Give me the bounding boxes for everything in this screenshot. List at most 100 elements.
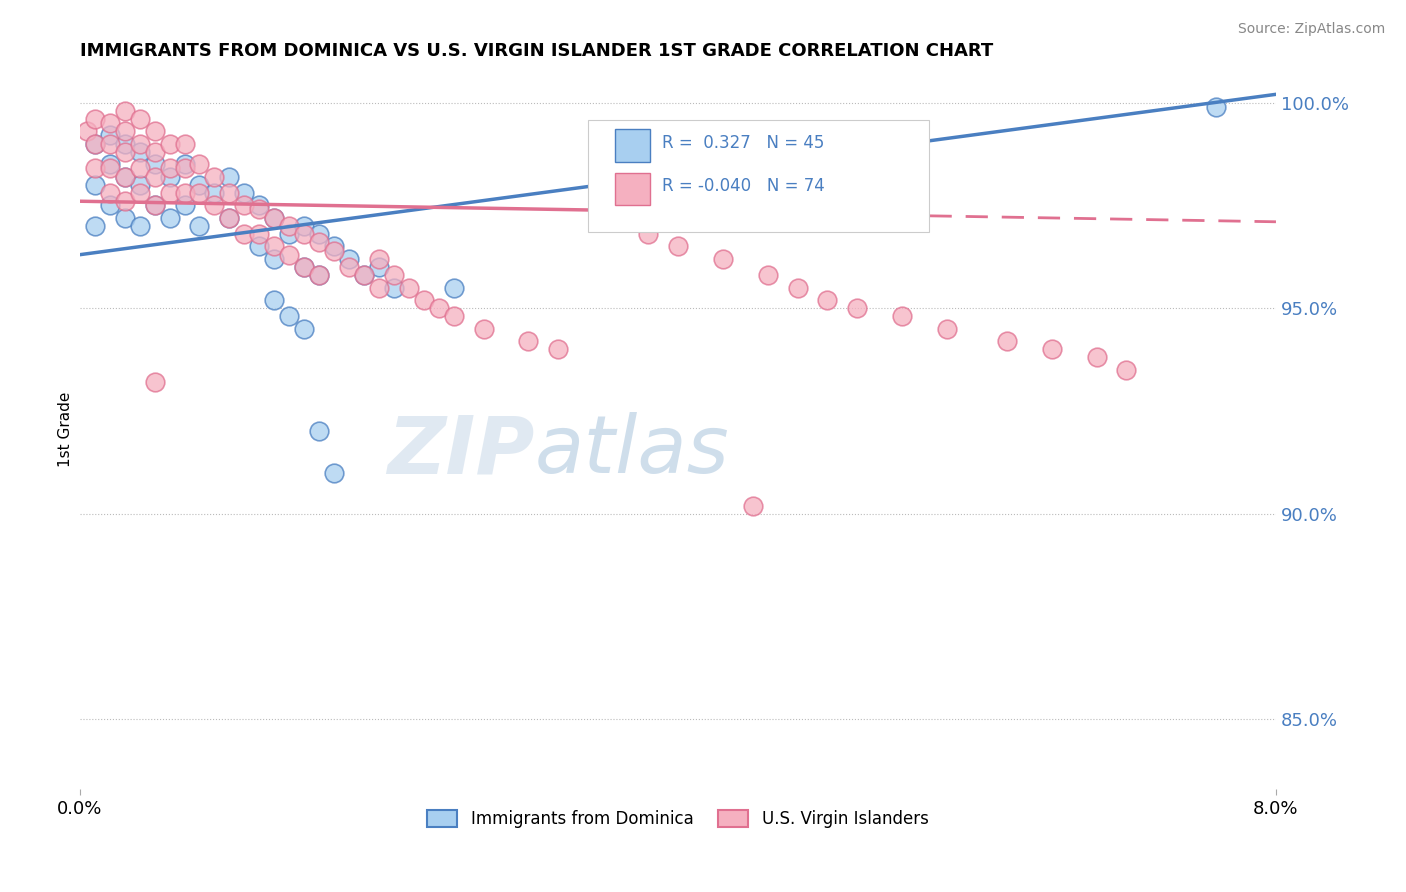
Point (547, 343, 569, 357)
Point (204, 186, 226, 200)
Point (114, 194, 136, 209)
Point (98, 128, 121, 143)
Point (188, 219, 211, 233)
Text: R = -0.040   N = 74: R = -0.040 N = 74 (662, 178, 825, 195)
Point (98, 136, 121, 151)
Point (173, 161, 195, 176)
Point (143, 157, 166, 171)
Point (278, 219, 301, 233)
Point (308, 268, 330, 283)
Point (128, 161, 150, 176)
Point (308, 268, 330, 283)
Point (263, 293, 285, 307)
Point (114, 136, 136, 151)
Point (114, 145, 136, 159)
Point (592, 211, 614, 225)
Point (247, 239, 270, 253)
Point (83, 178, 105, 192)
Point (143, 198, 166, 212)
Point (443, 310, 465, 324)
Point (114, 124, 136, 138)
Point (218, 186, 240, 200)
Point (83, 136, 105, 151)
Point (292, 321, 315, 335)
Point (666, 239, 689, 253)
Point (292, 227, 315, 241)
Point (711, 252, 734, 266)
Point (308, 235, 330, 250)
Point (83, 161, 105, 176)
FancyBboxPatch shape (588, 120, 929, 232)
Point (76, 124, 98, 138)
Point (263, 211, 285, 225)
Point (173, 198, 195, 212)
Point (98, 161, 121, 176)
Point (218, 169, 240, 184)
Point (188, 186, 211, 200)
Point (1085, 351, 1108, 365)
Point (188, 178, 211, 192)
Point (323, 239, 346, 253)
Point (995, 334, 1018, 348)
Point (233, 186, 256, 200)
Point (83, 219, 105, 233)
Point (233, 198, 256, 212)
Point (173, 186, 195, 200)
Point (263, 252, 285, 266)
Point (382, 268, 405, 283)
Point (128, 136, 150, 151)
Point (443, 280, 465, 294)
Bar (614, 129, 651, 161)
Point (143, 198, 166, 212)
Point (98, 116, 121, 130)
Point (741, 499, 763, 513)
Point (278, 310, 301, 324)
Point (292, 260, 315, 274)
Point (263, 239, 285, 253)
Point (159, 211, 181, 225)
Point (1205, 100, 1227, 114)
Point (159, 169, 181, 184)
Point (204, 198, 226, 212)
Point (128, 112, 150, 126)
Point (323, 466, 346, 480)
Point (891, 310, 914, 324)
Point (204, 169, 226, 184)
Point (398, 280, 420, 294)
Point (173, 157, 195, 171)
Point (173, 136, 195, 151)
Point (159, 161, 181, 176)
Point (353, 268, 375, 283)
Point (128, 178, 150, 192)
Point (278, 227, 301, 241)
Point (218, 211, 240, 225)
Text: R =  0.327   N = 45: R = 0.327 N = 45 (662, 134, 825, 152)
Legend: Immigrants from Dominica, U.S. Virgin Islanders: Immigrants from Dominica, U.S. Virgin Is… (420, 804, 935, 835)
Text: Source: ZipAtlas.com: Source: ZipAtlas.com (1237, 22, 1385, 37)
Point (98, 186, 121, 200)
Point (159, 186, 181, 200)
Point (308, 425, 330, 439)
Point (263, 211, 285, 225)
Point (292, 260, 315, 274)
Point (128, 219, 150, 233)
Point (218, 211, 240, 225)
Point (1115, 363, 1137, 377)
Point (367, 252, 389, 266)
Point (247, 202, 270, 217)
Point (114, 103, 136, 118)
Point (188, 157, 211, 171)
Point (323, 244, 346, 258)
Point (353, 268, 375, 283)
Point (846, 301, 869, 315)
Point (815, 293, 838, 307)
Text: atlas: atlas (534, 412, 730, 490)
Point (337, 260, 360, 274)
Point (83, 112, 105, 126)
Point (143, 145, 166, 159)
Bar (614, 172, 651, 205)
Point (143, 375, 166, 389)
Point (637, 227, 659, 241)
Point (367, 280, 389, 294)
Point (98, 198, 121, 212)
